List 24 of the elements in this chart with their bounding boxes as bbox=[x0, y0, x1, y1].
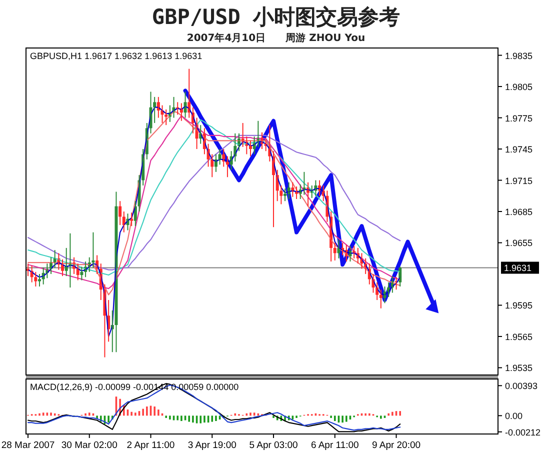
x-tick-label: 3 Apr 19:00 bbox=[188, 440, 236, 451]
y-tick-label: 0.00 bbox=[505, 411, 523, 422]
y-tick-label: 1.9655 bbox=[505, 238, 533, 248]
x-tick-label: 30 Mar 02:00 bbox=[61, 440, 118, 451]
x-tick-label: 6 Apr 11:00 bbox=[310, 440, 359, 451]
x-tick-label: 2 Apr 11:00 bbox=[126, 440, 175, 451]
y-tick-label: 1.9565 bbox=[505, 332, 533, 342]
y-tick-label: 1.9745 bbox=[505, 144, 533, 155]
y-tick-label: 1.9715 bbox=[505, 176, 533, 186]
annotation: GBPUSD,H1 1.9617 1.9632 1.9613 1.9631 bbox=[30, 51, 202, 61]
y-tick-label: -0.00212 bbox=[505, 427, 541, 438]
y-tick-label: 1.9685 bbox=[505, 207, 533, 217]
y-tick-label: 1.9835 bbox=[505, 50, 533, 61]
y-tick-label: 1.9595 bbox=[505, 300, 533, 311]
x-tick-label: 28 Mar 2007 bbox=[1, 440, 55, 451]
chart-title: GBP/USD 小时图交易参考 bbox=[152, 5, 400, 29]
x-tick-label: 5 Apr 03:00 bbox=[249, 440, 298, 451]
y-tick-label: 1.9775 bbox=[505, 113, 533, 124]
ref-line-label: 1.9631 bbox=[504, 263, 532, 274]
y-tick-label: 0.00393 bbox=[505, 381, 538, 392]
y-tick-label: 1.9805 bbox=[505, 82, 533, 92]
x-tick-label: 9 Apr 20:00 bbox=[372, 440, 421, 451]
y-tick-label: 1.9535 bbox=[505, 363, 533, 374]
chart-subtitle: 2007年4月10日 周游 ZHOU You bbox=[186, 32, 366, 44]
